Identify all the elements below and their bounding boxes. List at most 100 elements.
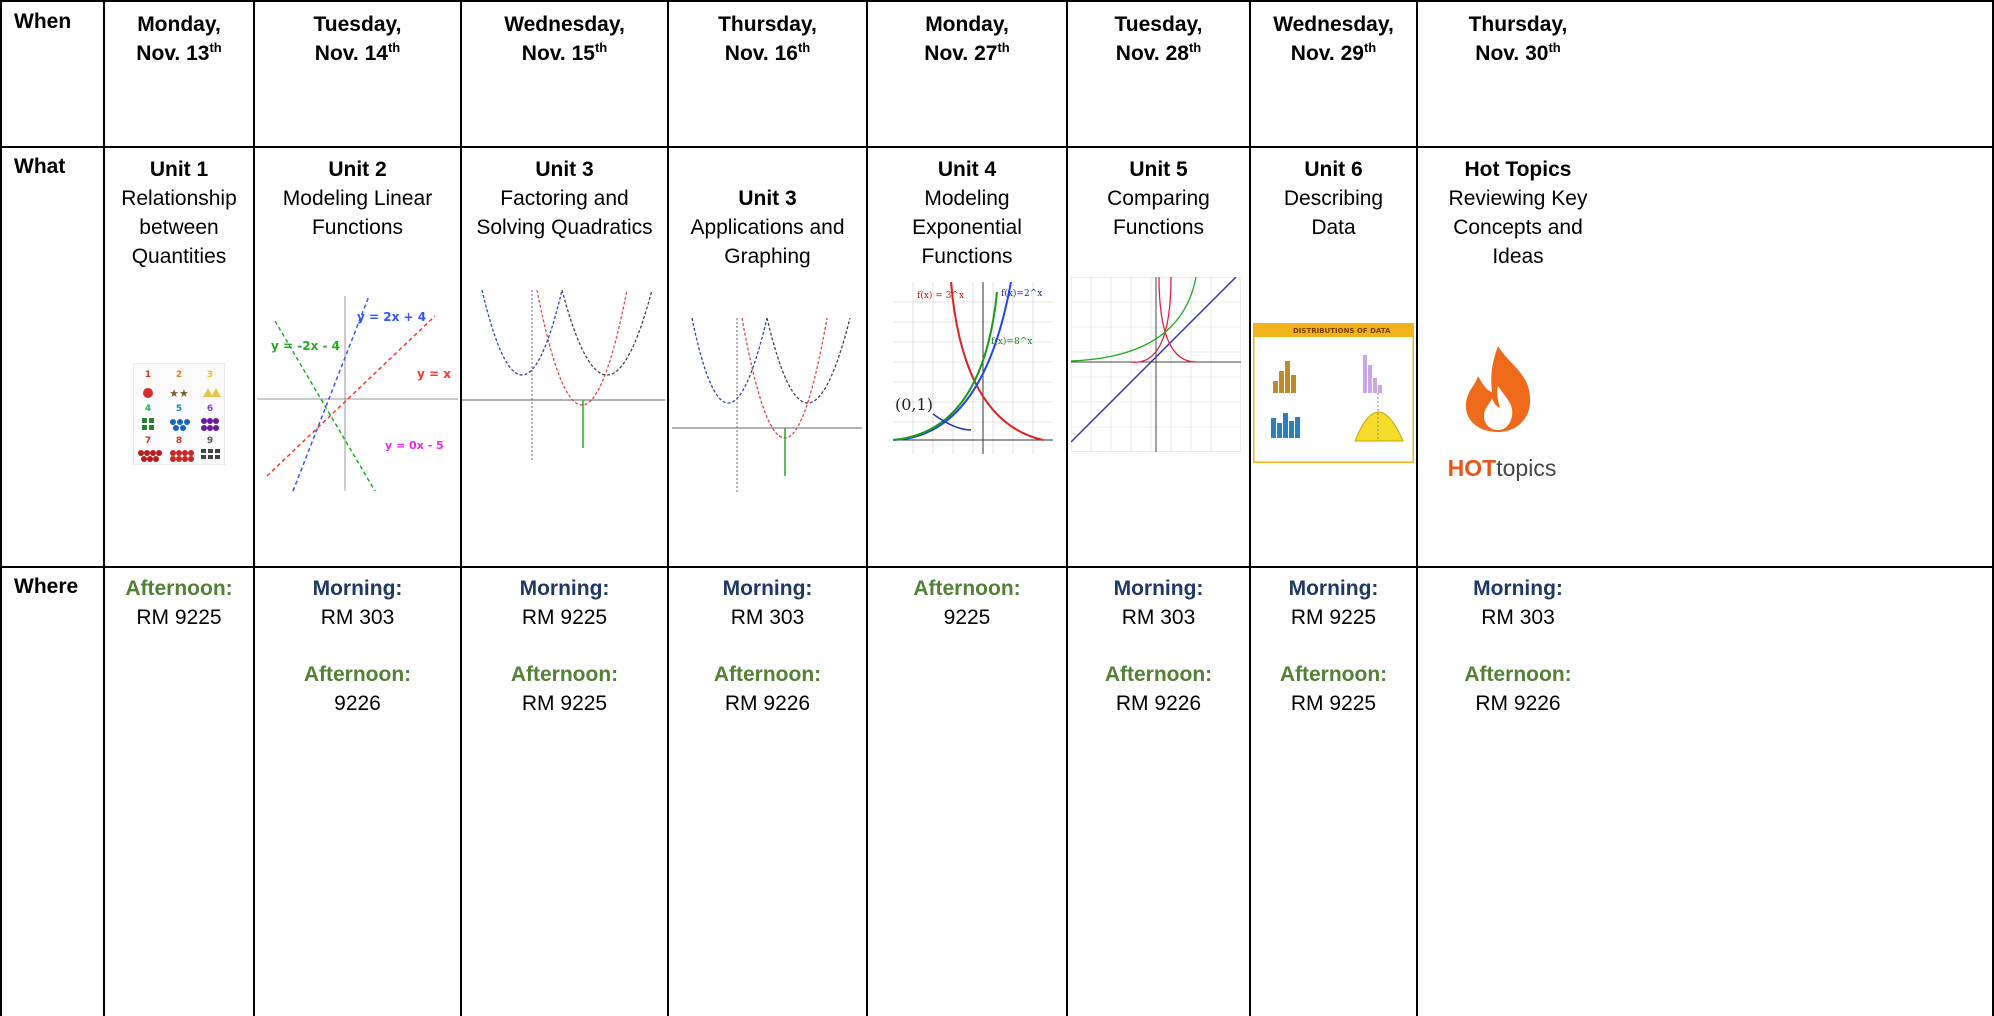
date-cell: Tuesday, Nov. 28th: [1068, 10, 1249, 68]
topic-line: between: [139, 216, 219, 239]
weekday: Thursday,: [1468, 13, 1568, 36]
function-label: f(x)=8^x: [991, 336, 1032, 347]
quadratic-graph-image: [672, 318, 862, 493]
topic-line: Functions: [311, 216, 404, 239]
session-label: Afternoon:: [125, 577, 233, 600]
topic-line: Modeling Linear: [282, 187, 433, 210]
svg-text:9: 9: [207, 436, 213, 446]
date-cell: Thursday, Nov. 16th: [669, 10, 866, 68]
location-cell: Morning: RM 303 Afternoon: RM 9226: [669, 574, 866, 718]
room: RM 303: [320, 606, 395, 629]
unit-title: Unit 3: [535, 158, 594, 181]
session-label: Morning:: [722, 577, 813, 600]
unit-title: Unit 4: [937, 158, 997, 181]
column-divider: [460, 0, 462, 1016]
topic-line: Functions: [921, 245, 1013, 268]
ordinal-suffix: th: [797, 40, 811, 55]
topic-line: Exponential: [912, 216, 1022, 239]
unit-title: Unit 1: [149, 158, 209, 181]
topic-line: Applications and: [690, 216, 845, 239]
svg-text:6: 6: [207, 404, 213, 414]
date: Nov. 15: [521, 42, 595, 65]
column-divider: [1249, 0, 1251, 1016]
room: RM 9225: [521, 692, 608, 715]
room: RM 9225: [1290, 692, 1377, 715]
ordinal-suffix: th: [997, 40, 1010, 55]
topic-line: Factoring and: [500, 187, 629, 210]
table-border-top: [0, 0, 1994, 2]
equation-label: y = 0x - 5: [385, 439, 444, 452]
session-label: Afternoon:: [713, 663, 822, 686]
date: Nov. 14: [314, 42, 388, 65]
location-cell: Morning: RM 303 Afternoon: 9226: [255, 574, 460, 718]
topic-cell: Unit 3 Factoring and Solving Quadratics: [462, 155, 667, 242]
room: RM 303: [1121, 606, 1196, 629]
topic-cell: Unit 6 Describing Data: [1251, 155, 1416, 242]
topic-line: Relationship: [121, 187, 237, 210]
weekday: Tuesday,: [1114, 13, 1203, 36]
column-divider: [0, 0, 2, 1016]
column-divider: [667, 0, 669, 1016]
room: RM 303: [1481, 606, 1555, 629]
topic-line: Functions: [1112, 216, 1205, 239]
date-cell: Monday, Nov. 27th: [868, 10, 1066, 68]
room: RM 9225: [521, 606, 608, 629]
column-divider: [1416, 0, 1418, 1016]
point-label: (0,1): [895, 395, 933, 414]
location-cell: Morning: RM 9225 Afternoon: RM 9225: [462, 574, 667, 718]
topic-cell: Unit 3 Applications and Graphing: [669, 184, 866, 271]
svg-text:2: 2: [176, 370, 182, 380]
svg-text:8: 8: [176, 436, 182, 446]
topic-cell: Unit 4 Modeling Exponential Functions: [868, 155, 1066, 271]
column-divider: [253, 0, 255, 1016]
equation-label: y = x: [417, 367, 451, 381]
room: RM 9226: [1115, 692, 1202, 715]
session-label: Morning:: [519, 577, 610, 600]
linear-functions-graph-image: y = 2x + 4 y = -2x - 4 y = x y = 0x - 5: [257, 296, 458, 491]
function-label: f(x)=2^x: [1001, 288, 1042, 299]
date-cell: Thursday, Nov. 30th: [1418, 10, 1618, 68]
svg-text:4: 4: [145, 404, 151, 414]
topic-cell: Unit 5 Comparing Functions: [1068, 155, 1249, 242]
session-label: Morning:: [1113, 577, 1204, 600]
topics-text: topics: [1496, 455, 1557, 481]
weekday: Wednesday,: [1273, 13, 1394, 36]
session-label: Morning:: [1288, 577, 1379, 600]
date: Nov. 16: [724, 42, 798, 65]
row-label-what: What: [14, 155, 66, 178]
date: Nov. 27: [924, 42, 998, 65]
date-cell: Wednesday, Nov. 29th: [1251, 10, 1416, 68]
row-divider: [0, 566, 1994, 568]
topic-line: Comparing: [1107, 187, 1210, 210]
column-divider: [103, 0, 105, 1016]
topic-line: Modeling: [924, 187, 1010, 210]
comparing-functions-graph-image: [1071, 277, 1241, 452]
hot-text: HOT: [1447, 455, 1497, 481]
session-label: Morning:: [1473, 577, 1563, 600]
topic-cell: Unit 2 Modeling Linear Functions: [255, 155, 460, 242]
function-label: f(x) = 3^x: [917, 290, 964, 301]
unit-title: Hot Topics: [1464, 158, 1572, 181]
equation-label: y = 2x + 4: [357, 310, 426, 324]
date: Nov. 29: [1290, 42, 1364, 65]
session-label: Afternoon:: [913, 577, 1021, 600]
location-cell: Morning: RM 9225 Afternoon: RM 9225: [1251, 574, 1416, 718]
column-divider: [1992, 0, 1994, 1016]
weekday: Tuesday,: [313, 13, 402, 36]
weekday: Wednesday,: [504, 13, 625, 36]
data-distributions-image: DISTRIBUTIONS OF DATA: [1253, 323, 1414, 463]
session-label: Afternoon:: [1464, 663, 1572, 686]
number-chart-image: 1 2 3 4 5 6 7 8 9 ★★: [133, 363, 225, 465]
ordinal-suffix: th: [1363, 40, 1377, 55]
weekday: Thursday,: [718, 13, 817, 36]
date-cell: Monday, Nov. 13th: [105, 10, 253, 68]
session-label: Afternoon:: [303, 663, 412, 686]
room: RM 9225: [1290, 606, 1377, 629]
room: RM 9226: [724, 692, 811, 715]
ordinal-suffix: th: [594, 40, 608, 55]
room: RM 303: [730, 606, 805, 629]
topic-line: Graphing: [724, 245, 811, 268]
row-label-when: When: [14, 10, 72, 33]
row-divider: [0, 146, 1994, 148]
